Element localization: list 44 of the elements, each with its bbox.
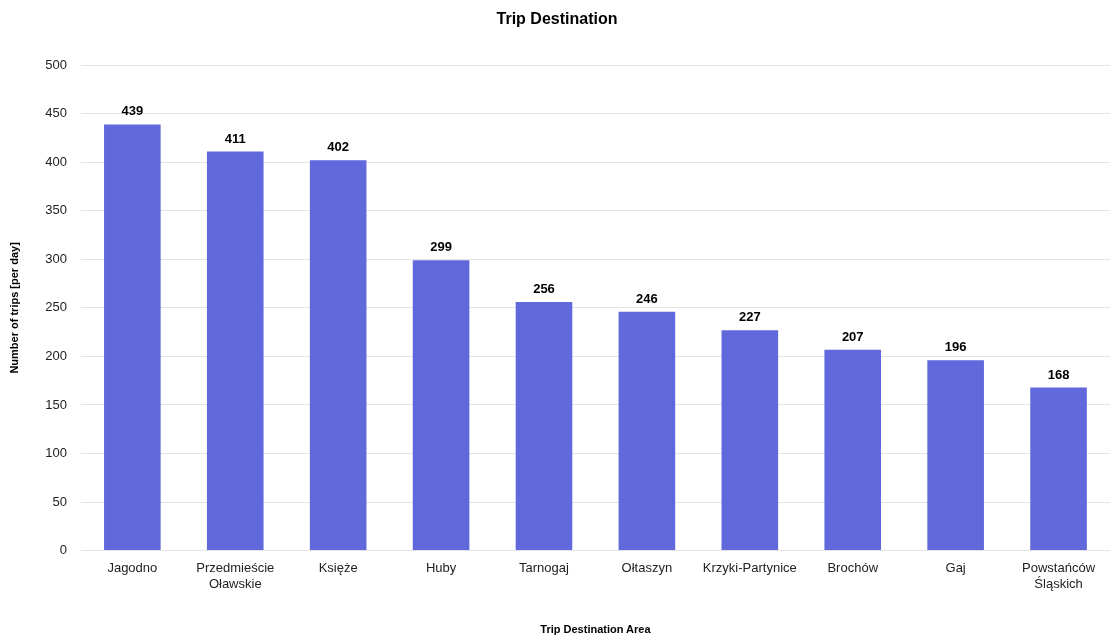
y-tick-label: 50 [52,493,67,509]
data-label: 439 [121,103,144,119]
y-tick-label: 500 [45,56,67,72]
y-tick-label: 400 [45,153,67,169]
data-label: 168 [1047,366,1070,382]
y-tick-label: 300 [45,250,67,266]
x-tick-label: Gaj [945,559,966,575]
data-label: 227 [738,309,761,325]
y-tick-label: 250 [45,299,67,315]
x-tick-label: Krzyki-Partynice [702,559,797,575]
data-label: 256 [533,281,555,297]
x-tick-label: Ołtaszyn [621,559,673,575]
x-axis-title: Trip Destination Area [540,623,652,636]
y-tick-label: 0 [59,542,67,558]
bar [309,160,367,551]
data-label: 299 [430,239,452,255]
y-tick-label: 100 [45,445,67,461]
data-label: 196 [944,339,967,355]
bar [824,349,882,551]
x-tick-label: Jagodno [107,559,158,575]
x-tick-label: Tarnogaj [519,559,570,575]
bar [1030,387,1087,551]
bar [412,260,470,551]
bar [104,124,161,551]
bar [927,360,984,551]
y-tick-label: 350 [45,202,67,218]
data-label: 411 [224,130,246,146]
y-axis-title: Number of trips [per day] [7,241,20,374]
data-label: 402 [327,139,350,155]
y-tick-label: 450 [45,105,67,121]
bar [515,302,573,551]
x-tick-label: Księże [318,559,358,575]
x-tick-label: Brochów [827,559,879,575]
y-tick-label: 150 [45,396,67,412]
data-label: 246 [636,290,658,306]
x-tick-label: Powstańców Śląskich [1022,559,1096,591]
x-tick-label: Huby [425,559,457,575]
x-tick-label: Przedmieście Oławskie [196,559,275,591]
bar [618,311,676,551]
bar [206,151,264,551]
bar [721,330,779,551]
chart-title: Trip Destination [496,10,618,28]
data-label: 207 [841,328,864,344]
y-tick-label: 200 [45,348,67,364]
